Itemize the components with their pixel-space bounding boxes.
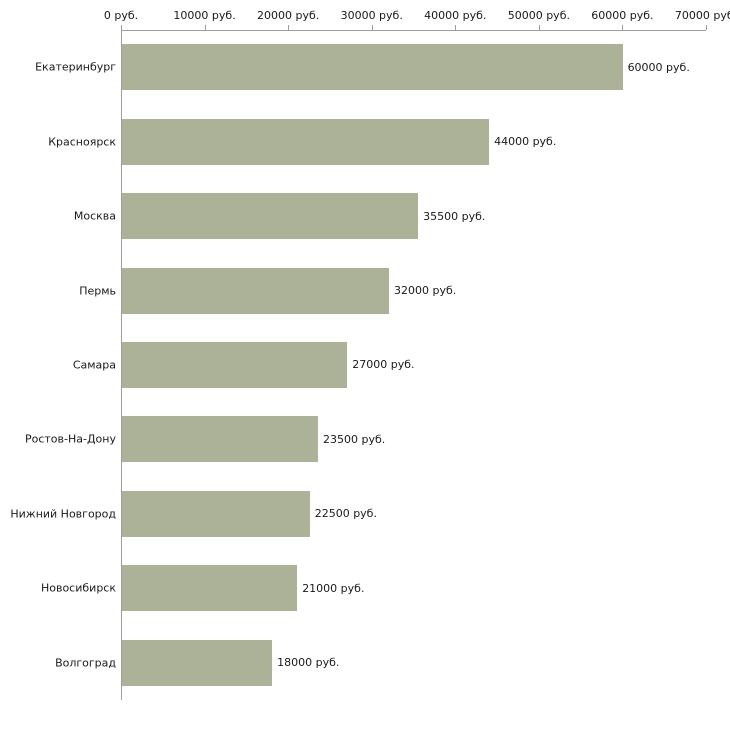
bar[interactable] [122, 44, 623, 91]
category-label: Пермь [79, 284, 116, 298]
bar-row: Москва 35500 руб. [74, 179, 706, 253]
x-tick-mark [288, 25, 290, 30]
x-tick-mark [121, 25, 122, 30]
bar[interactable] [122, 341, 348, 388]
x-tick-label: 20000 руб. [257, 9, 320, 22]
x-axis: 0 руб. 10000 руб. 20000 руб. 30000 руб. 4000… [104, 0, 730, 30]
category-label: Новосибирск [40, 581, 116, 595]
bar[interactable] [122, 118, 490, 165]
value-label: 35500 руб. [423, 209, 486, 223]
value-label: 60000 руб. [627, 60, 690, 74]
category-label: Екатеринбург [35, 60, 116, 74]
category-label: Красноярск [48, 135, 116, 149]
bar-row: Нижний Новгород 22500 руб. [10, 477, 706, 551]
bar-row: Екатеринбург 60000 руб. [35, 30, 706, 104]
bars: Екатеринбург 60000 руб. Красноярск 44000 ру… [10, 30, 706, 700]
bar[interactable] [122, 267, 389, 314]
value-label: 32000 руб. [393, 284, 457, 298]
bar[interactable] [122, 639, 273, 686]
x-tick-mark [371, 25, 373, 30]
value-label: 23500 руб. [323, 432, 386, 446]
x-tick-label: 0 руб. [103, 9, 139, 22]
category-label: Москва [73, 209, 116, 223]
bar-row: Пермь 32000 руб. [79, 253, 706, 327]
x-tick-mark [204, 25, 206, 30]
x-tick-label: 40000 руб. [424, 9, 487, 22]
bar[interactable] [122, 490, 310, 537]
bar[interactable] [122, 193, 419, 240]
x-tick-label: 30000 руб. [340, 9, 403, 22]
x-tick-mark [538, 25, 540, 30]
value-label: 27000 руб. [352, 358, 415, 372]
category-label: Волгоград [55, 656, 116, 670]
value-label: 21000 руб. [302, 581, 365, 595]
value-label: 18000 руб. [277, 656, 340, 670]
bar-row: Ростов-На-Дону 23500 руб. [25, 402, 706, 476]
category-label: Самара [72, 358, 116, 372]
x-tick-mark [455, 25, 457, 30]
value-label: 22500 руб. [314, 507, 377, 521]
x-tick-mark [622, 25, 624, 30]
x-tick-mark [706, 25, 707, 30]
category-label: Ростов-На-Дону [24, 432, 116, 446]
bar[interactable] [122, 565, 298, 612]
bar-row: Волгоград 18000 руб. [55, 626, 706, 700]
bar-row: Красноярск 44000 руб. [48, 104, 706, 178]
y-axis-line [121, 30, 122, 700]
bar-row: Самара 27000 руб. [73, 328, 706, 402]
x-tick-label: 60000 руб. [591, 9, 654, 22]
x-tick-label: 50000 руб. [507, 9, 570, 22]
category-label: Нижний Новгород [10, 507, 116, 521]
x-tick-label: 70000 руб. [674, 9, 730, 22]
value-label: 44000 руб. [494, 135, 557, 149]
x-axis-line [121, 30, 706, 31]
bar[interactable] [122, 416, 319, 463]
x-tick-label: 10000 руб. [173, 9, 236, 22]
bar-row: Новосибирск 21000 руб. [41, 551, 706, 625]
